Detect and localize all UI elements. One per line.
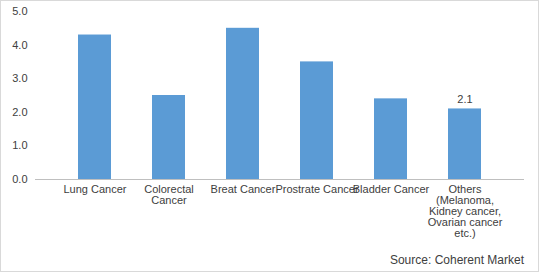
svg-text:Lung Cancer: Lung Cancer bbox=[64, 183, 127, 195]
svg-text:5.0: 5.0 bbox=[12, 5, 27, 17]
svg-text:2.1: 2.1 bbox=[457, 93, 472, 105]
svg-text:0.0: 0.0 bbox=[12, 173, 27, 185]
svg-text:Others(Melanoma,Kidney cancer,: Others(Melanoma,Kidney cancer,Ovarian ca… bbox=[428, 183, 503, 239]
svg-text:3.0: 3.0 bbox=[12, 72, 27, 84]
svg-text:Bladder Cancer: Bladder Cancer bbox=[353, 183, 430, 195]
svg-text:4.0: 4.0 bbox=[12, 39, 27, 51]
svg-text:Breat Cancer: Breat Cancer bbox=[211, 183, 276, 195]
html-text:Source: Coherent Market: Source: Coherent Market bbox=[389, 253, 524, 267]
svg-text:Prostrate Cancer: Prostrate Cancer bbox=[275, 183, 358, 195]
svg-text:2.0: 2.0 bbox=[12, 106, 27, 118]
svg-text:1.0: 1.0 bbox=[12, 139, 27, 151]
svg-text:ColorectalCancer: ColorectalCancer bbox=[144, 183, 194, 206]
